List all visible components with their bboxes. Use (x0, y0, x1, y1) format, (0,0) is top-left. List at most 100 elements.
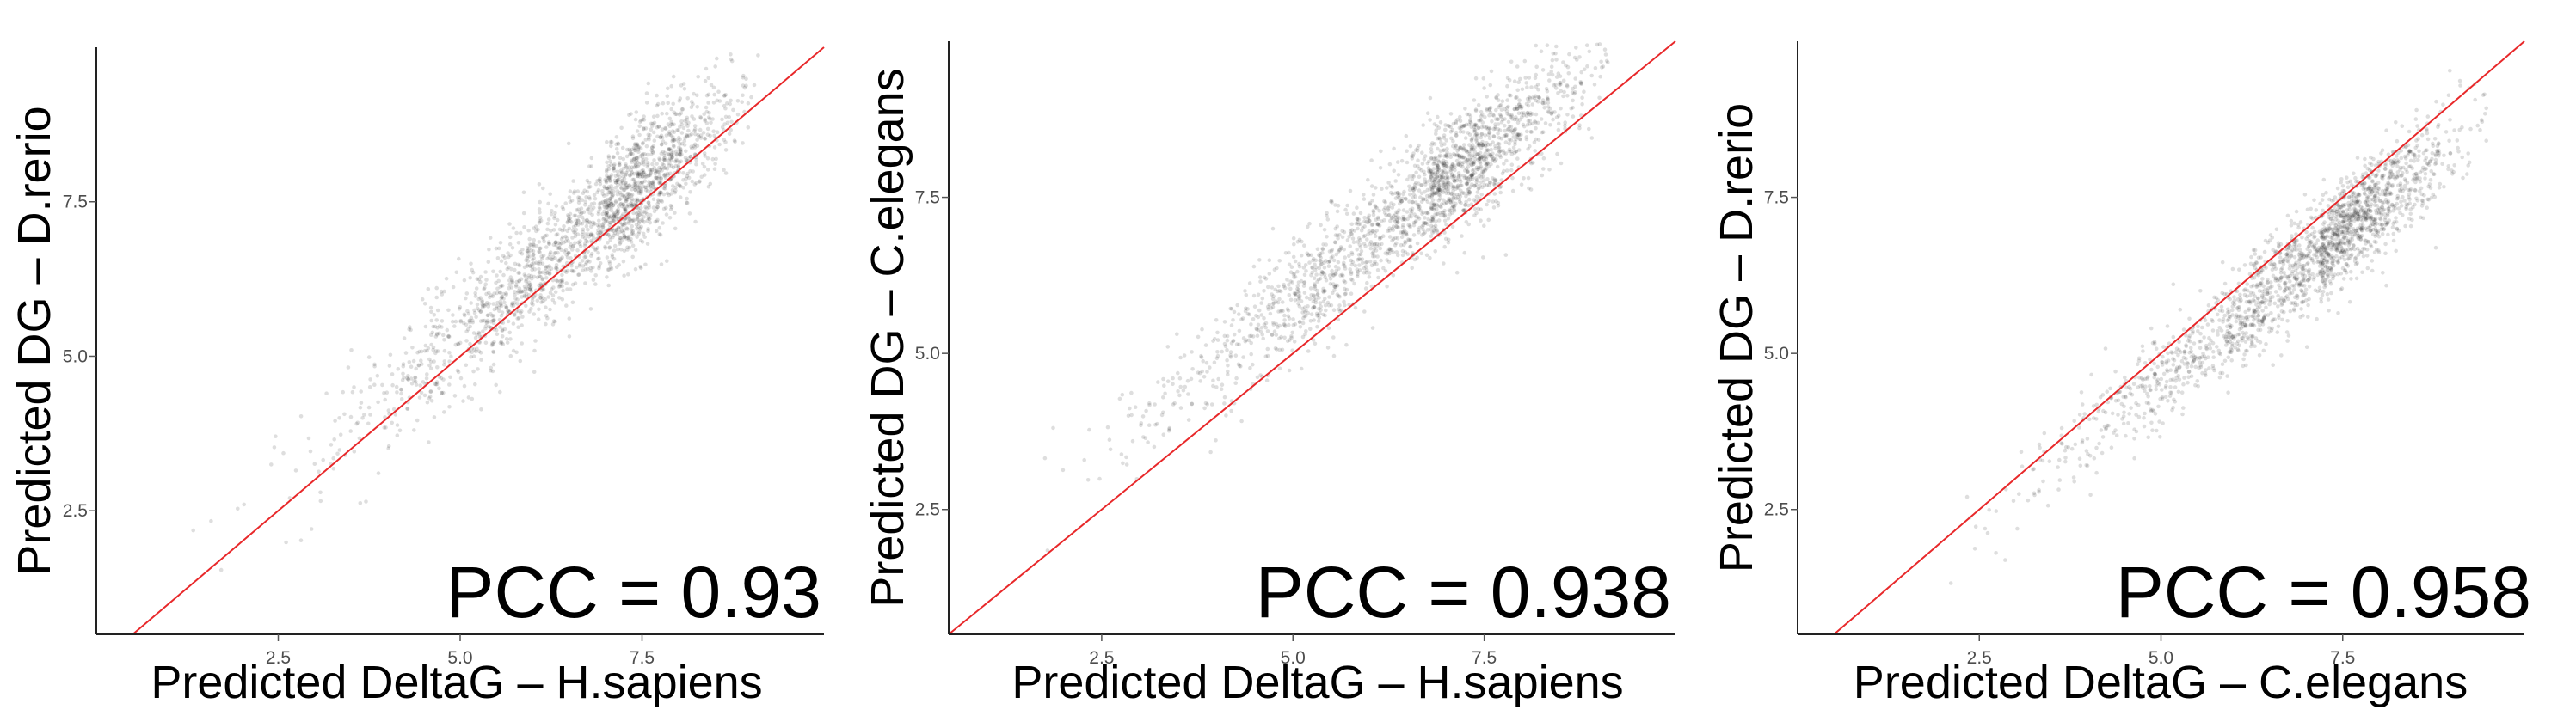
data-point (710, 156, 716, 162)
data-point (478, 279, 483, 285)
data-point (506, 251, 510, 255)
data-point (1290, 280, 1294, 285)
data-point (640, 240, 645, 244)
data-point (472, 347, 476, 352)
data-point (1556, 121, 1561, 126)
data-point (1488, 153, 1493, 157)
data-point (1483, 115, 1487, 119)
data-point (637, 132, 642, 138)
data-point (554, 266, 559, 270)
data-point (568, 199, 573, 204)
data-point (1107, 437, 1112, 442)
data-point (469, 315, 474, 321)
data-point (2275, 330, 2280, 334)
data-point (630, 204, 634, 208)
data-point (1558, 81, 1562, 85)
data-point (646, 183, 651, 188)
data-point (705, 126, 710, 132)
data-point (607, 245, 612, 249)
data-point (631, 218, 636, 223)
data-point (589, 156, 594, 161)
data-point (1323, 275, 1327, 280)
data-point (457, 307, 462, 311)
data-point (1479, 166, 1483, 170)
data-point (617, 162, 622, 167)
data-point (359, 401, 364, 405)
data-point (666, 101, 670, 106)
data-point (639, 217, 644, 222)
data-point (411, 358, 416, 364)
data-point (538, 296, 543, 301)
data-point (1478, 154, 1482, 158)
data-point (616, 182, 620, 187)
data-point (604, 213, 609, 217)
data-point (1599, 59, 1603, 64)
data-point (1436, 114, 1440, 119)
data-point (646, 215, 651, 220)
data-point (657, 180, 661, 185)
y-axis-title: Predicted DG – C.elegans (862, 68, 913, 607)
data-point (1541, 167, 1546, 171)
data-point (722, 168, 726, 172)
data-point (636, 174, 640, 178)
data-point (636, 162, 642, 167)
data-point (1431, 183, 1436, 188)
data-point (569, 242, 573, 247)
data-point (589, 269, 593, 273)
data-point (1450, 199, 1455, 205)
data-point (690, 100, 694, 104)
data-point (658, 135, 663, 139)
data-point (1446, 217, 1451, 221)
data-point (609, 184, 613, 188)
data-point (629, 193, 634, 198)
data-point (2085, 463, 2090, 468)
data-point (1565, 83, 1570, 88)
data-point (586, 228, 590, 232)
data-point (1343, 264, 1347, 268)
data-point (2198, 289, 2203, 293)
data-point (684, 149, 688, 154)
data-point (662, 158, 667, 162)
data-point (1338, 273, 1343, 278)
data-point (1271, 302, 1276, 306)
data-point (630, 223, 634, 229)
data-point (495, 306, 499, 311)
data-point (633, 146, 637, 151)
data-point (575, 232, 581, 237)
data-point (1453, 204, 1457, 208)
data-point (630, 134, 636, 138)
data-point (1536, 87, 1540, 92)
data-point (1547, 168, 1552, 172)
data-point (654, 206, 659, 211)
data-point (520, 295, 524, 299)
data-point (1271, 294, 1276, 298)
data-point (528, 282, 533, 287)
data-point (615, 212, 620, 217)
data-point (352, 385, 356, 389)
data-point (624, 204, 630, 208)
data-point (1220, 382, 1225, 388)
data-point (608, 197, 612, 201)
data-point (1449, 164, 1454, 168)
data-point (1161, 432, 1166, 437)
data-point (587, 221, 593, 225)
data-point (2128, 386, 2133, 391)
data-point (629, 204, 634, 208)
data-point (485, 301, 489, 305)
data-point (1419, 183, 1424, 187)
data-point (535, 275, 540, 280)
data-point (442, 338, 446, 342)
data-point (2060, 442, 2064, 446)
data-point (1381, 234, 1386, 239)
data-point (709, 120, 713, 125)
data-point (694, 162, 698, 167)
data-point (1308, 327, 1313, 332)
data-point (2394, 248, 2398, 254)
data-point (668, 192, 673, 196)
data-point (1329, 199, 1334, 203)
data-point (439, 376, 444, 381)
data-point (1276, 325, 1280, 329)
data-point (2455, 138, 2460, 143)
data-point (1589, 136, 1595, 140)
data-point (1561, 78, 1566, 83)
